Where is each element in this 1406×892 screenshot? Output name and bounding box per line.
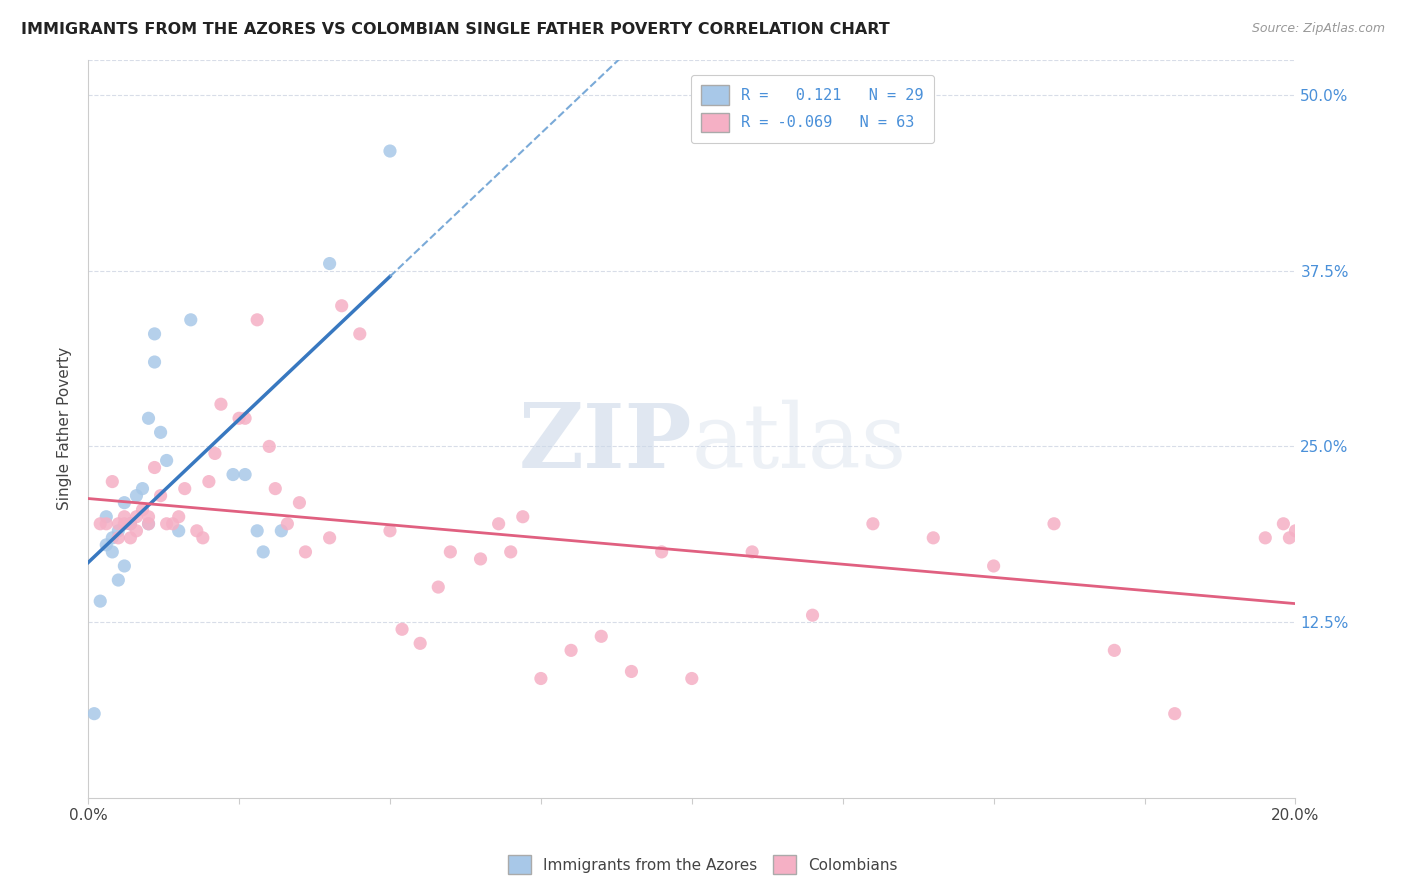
Point <box>591 629 613 643</box>
Point <box>862 516 884 531</box>
Legend: Immigrants from the Azores, Colombians: Immigrants from the Azores, Colombians <box>502 849 904 880</box>
Legend: R =   0.121   N = 29, R = -0.069   N = 63: R = 0.121 N = 29, R = -0.069 N = 63 <box>690 75 935 143</box>
Point <box>107 573 129 587</box>
Point <box>143 326 166 341</box>
Point <box>125 489 148 503</box>
Point <box>107 516 129 531</box>
Point <box>983 559 1005 574</box>
Point <box>143 460 166 475</box>
Point <box>264 482 287 496</box>
Point <box>138 509 160 524</box>
Point <box>741 545 763 559</box>
Point <box>681 672 703 686</box>
Point <box>125 524 148 538</box>
Point <box>138 516 160 531</box>
Point <box>112 496 135 510</box>
Point <box>107 531 129 545</box>
Point <box>89 594 111 608</box>
Point <box>530 672 553 686</box>
Point <box>120 516 142 531</box>
Point <box>131 502 153 516</box>
Point <box>560 643 582 657</box>
Point <box>620 665 643 679</box>
Point <box>156 516 179 531</box>
Point <box>125 509 148 524</box>
Point <box>138 516 160 531</box>
Point <box>318 256 340 270</box>
Point <box>391 622 413 636</box>
Point <box>409 636 432 650</box>
Point <box>143 355 166 369</box>
Text: Source: ZipAtlas.com: Source: ZipAtlas.com <box>1251 22 1385 36</box>
Point <box>101 531 124 545</box>
Point <box>209 397 232 411</box>
Y-axis label: Single Father Poverty: Single Father Poverty <box>58 347 72 510</box>
Point <box>330 299 353 313</box>
Point <box>1164 706 1187 721</box>
Point <box>1284 524 1306 538</box>
Point <box>186 524 208 538</box>
Text: atlas: atlas <box>692 400 907 487</box>
Point <box>1043 516 1066 531</box>
Point <box>252 545 274 559</box>
Point <box>378 144 401 158</box>
Point <box>499 545 522 559</box>
Point <box>173 482 195 496</box>
Point <box>120 516 142 531</box>
Point <box>427 580 450 594</box>
Point <box>96 509 118 524</box>
Point <box>233 467 256 482</box>
Point <box>276 516 298 531</box>
Point <box>651 545 673 559</box>
Point <box>96 516 118 531</box>
Point <box>101 545 124 559</box>
Point <box>89 516 111 531</box>
Point <box>233 411 256 425</box>
Point <box>101 475 124 489</box>
Point <box>222 467 245 482</box>
Point <box>1272 516 1295 531</box>
Point <box>512 509 534 524</box>
Point <box>112 559 135 574</box>
Point <box>204 446 226 460</box>
Point <box>246 524 269 538</box>
Point <box>167 524 190 538</box>
Point <box>120 531 142 545</box>
Point <box>112 516 135 531</box>
Point <box>228 411 250 425</box>
Point <box>149 425 172 440</box>
Point <box>294 545 316 559</box>
Point <box>83 706 105 721</box>
Point <box>270 524 292 538</box>
Point <box>288 496 311 510</box>
Point <box>167 509 190 524</box>
Text: IMMIGRANTS FROM THE AZORES VS COLOMBIAN SINGLE FATHER POVERTY CORRELATION CHART: IMMIGRANTS FROM THE AZORES VS COLOMBIAN … <box>21 22 890 37</box>
Point <box>149 489 172 503</box>
Text: ZIP: ZIP <box>519 401 692 487</box>
Point <box>801 608 824 623</box>
Point <box>1104 643 1126 657</box>
Point <box>162 516 184 531</box>
Point <box>138 411 160 425</box>
Point <box>922 531 945 545</box>
Point <box>470 552 492 566</box>
Point <box>180 313 202 327</box>
Point <box>198 475 221 489</box>
Point <box>1254 531 1277 545</box>
Point <box>488 516 510 531</box>
Point <box>439 545 461 559</box>
Point <box>191 531 214 545</box>
Point <box>318 531 340 545</box>
Point <box>131 482 153 496</box>
Point <box>112 509 135 524</box>
Point <box>378 524 401 538</box>
Point <box>96 538 118 552</box>
Point <box>156 453 179 467</box>
Point <box>349 326 371 341</box>
Point <box>120 516 142 531</box>
Point <box>107 524 129 538</box>
Point <box>246 313 269 327</box>
Point <box>1278 531 1301 545</box>
Point <box>257 439 280 453</box>
